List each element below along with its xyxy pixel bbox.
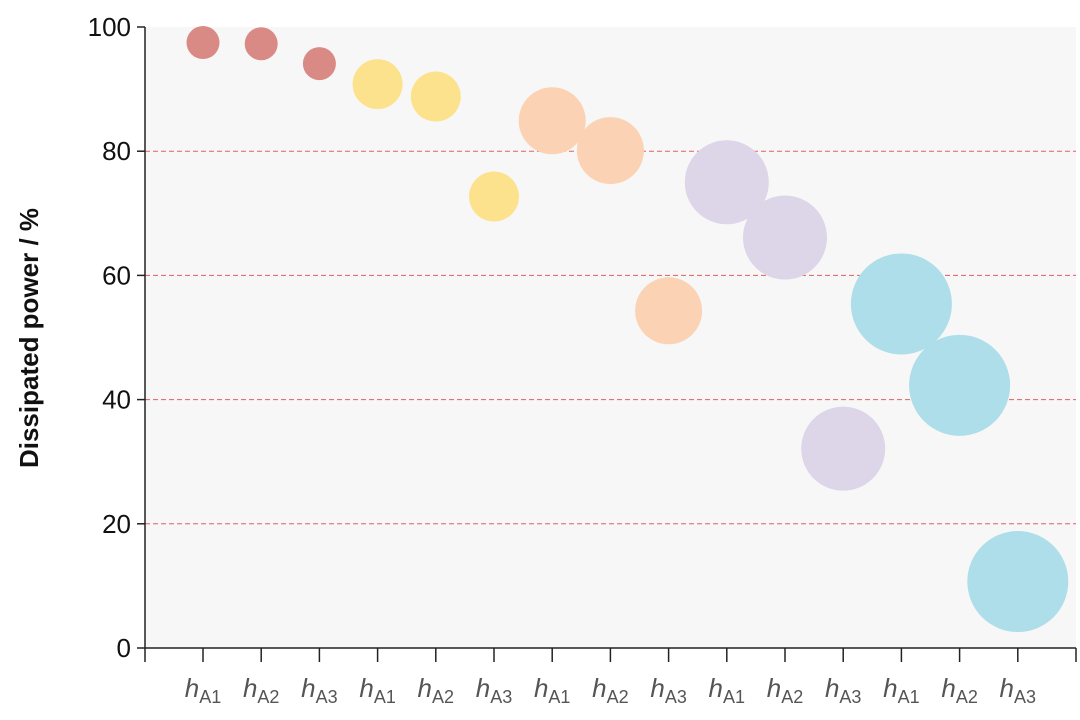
x-tick-label-11: hA2 bbox=[767, 673, 804, 707]
x-tick-label-14: hA2 bbox=[941, 673, 978, 707]
bubble-group1-point1 bbox=[186, 26, 220, 60]
x-tick-label-4: hA1 bbox=[359, 673, 396, 707]
bubble-group5-point3 bbox=[967, 531, 1069, 633]
y-tick-label-40: 40 bbox=[102, 385, 131, 415]
y-tick-label-100: 100 bbox=[88, 12, 131, 42]
y-ticks: 0 20 40 60 80 100 bbox=[88, 12, 145, 663]
bubbles bbox=[186, 26, 1069, 633]
bubble-group3-point3 bbox=[635, 277, 703, 345]
y-tick-label-80: 80 bbox=[102, 136, 131, 166]
x-tick-label-7: hA1 bbox=[534, 673, 571, 707]
x-tick-label-10: hA1 bbox=[709, 673, 746, 707]
y-axis-label: Dissipated power / % bbox=[14, 208, 44, 468]
y-tick-label-60: 60 bbox=[102, 260, 131, 290]
x-tick-label-8: hA2 bbox=[592, 673, 629, 707]
bubble-group2-point2 bbox=[410, 71, 461, 122]
bubble-group2-point1 bbox=[352, 59, 403, 110]
x-tick-label-6: hA3 bbox=[476, 673, 513, 707]
x-tick-label-13: hA1 bbox=[883, 673, 920, 707]
x-tick-label-1: hA1 bbox=[185, 673, 222, 707]
bubble-group1-point3 bbox=[302, 47, 336, 81]
bubble-group2-point3 bbox=[469, 171, 519, 222]
x-tick-label-9: hA3 bbox=[650, 673, 687, 707]
bubble-group4-point3 bbox=[801, 406, 886, 491]
bubble-group4-point1 bbox=[684, 140, 769, 225]
y-tick-label-0: 0 bbox=[117, 633, 131, 663]
x-tick-label-15: hA3 bbox=[1000, 673, 1037, 707]
bubble-group1-point2 bbox=[244, 27, 278, 61]
bubble-group4-point2 bbox=[743, 195, 827, 280]
bubble-group3-point1 bbox=[518, 87, 586, 155]
x-tick-label-2: hA2 bbox=[243, 673, 280, 707]
y-tick-label-20: 20 bbox=[102, 509, 131, 539]
bubble-group5-point2 bbox=[909, 334, 1011, 436]
x-tick-label-3: hA3 bbox=[301, 673, 338, 707]
x-tick-label-5: hA2 bbox=[418, 673, 455, 707]
bubble-group3-point2 bbox=[576, 117, 644, 185]
x-tick-label-12: hA3 bbox=[825, 673, 862, 707]
bubble-group5-point1 bbox=[850, 253, 952, 355]
x-ticks: hA1 hA2 hA3 hA1 hA2 hA3 hA1 hA2 hA3 hA1 hA2 hA3 hA1 h… bbox=[144, 648, 1077, 707]
